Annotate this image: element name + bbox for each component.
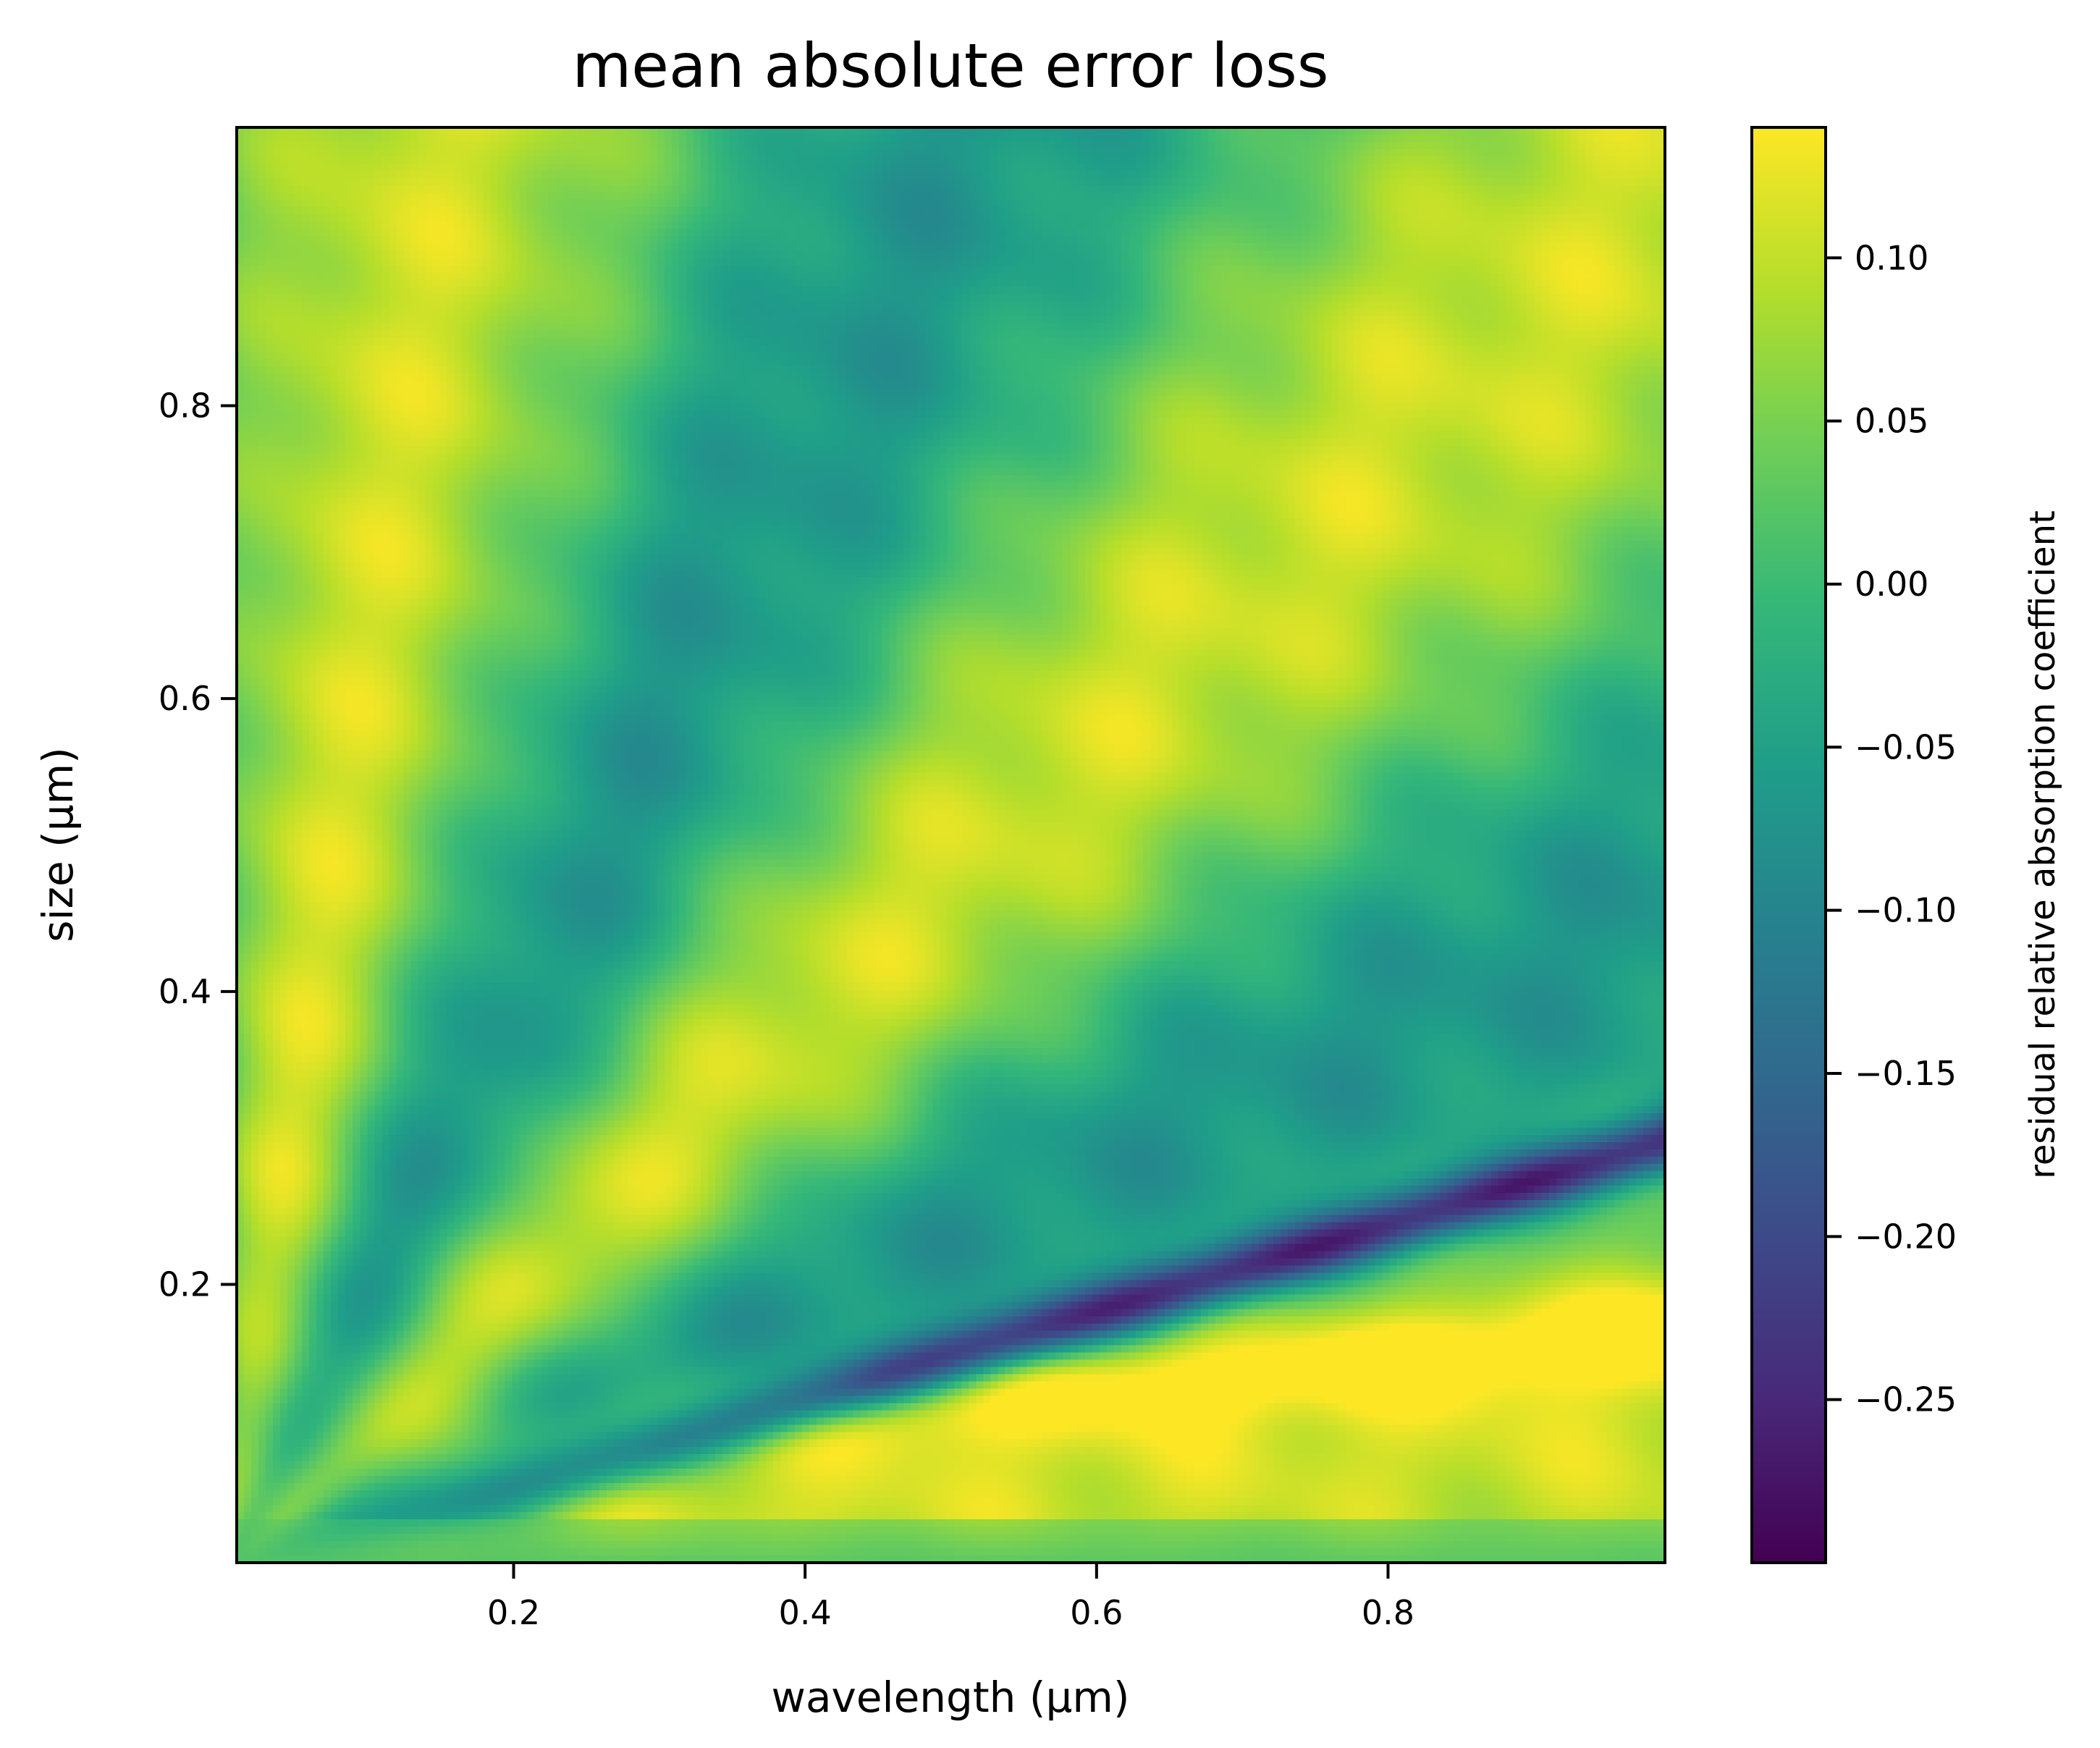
colorbar-label: residual relative absorption coefficient <box>2023 510 2063 1179</box>
y-axis-label: size (μm) <box>33 747 83 942</box>
colorbar-gradient <box>1752 127 1826 1563</box>
plot-frame <box>235 126 1666 1564</box>
colorbar-tick-label: −0.15 <box>1855 1054 1957 1093</box>
chart-title: mean absolute error loss <box>572 30 1328 101</box>
colorbar-tick-label: −0.05 <box>1855 727 1957 767</box>
y-tick-label: 0.2 <box>159 1265 211 1304</box>
x-axis-ticks: 0.2 0.4 0.6 0.8 <box>487 1563 1414 1632</box>
colorbar-ticks: 0.10 0.05 0.00 −0.05 −0.10 −0.15 −0.20 −0.25 <box>1826 238 1957 1419</box>
y-tick-label: 0.8 <box>159 386 211 425</box>
heatmap-image <box>237 127 1665 1563</box>
y-tick-label: 0.6 <box>159 679 211 718</box>
y-tick-label: 0.4 <box>159 972 211 1011</box>
x-axis-label: wavelength (μm) <box>772 1673 1130 1722</box>
x-tick-label: 0.4 <box>779 1593 832 1632</box>
x-tick-label: 0.6 <box>1070 1593 1123 1632</box>
colorbar-tick-label: −0.10 <box>1855 891 1957 930</box>
colorbar-tick-label: 0.00 <box>1855 565 1928 604</box>
colorbar-frame <box>1750 126 1827 1564</box>
colorbar-tick-label: 0.05 <box>1855 402 1928 441</box>
colorbar-tick-label: −0.20 <box>1855 1217 1957 1256</box>
x-tick-label: 0.8 <box>1362 1593 1414 1632</box>
y-axis-ticks: 0.2 0.4 0.6 0.8 <box>159 386 237 1304</box>
colorbar-tick-label: 0.10 <box>1855 238 1928 277</box>
colorbar-tick-label: −0.25 <box>1855 1380 1957 1419</box>
x-tick-label: 0.2 <box>487 1593 540 1632</box>
